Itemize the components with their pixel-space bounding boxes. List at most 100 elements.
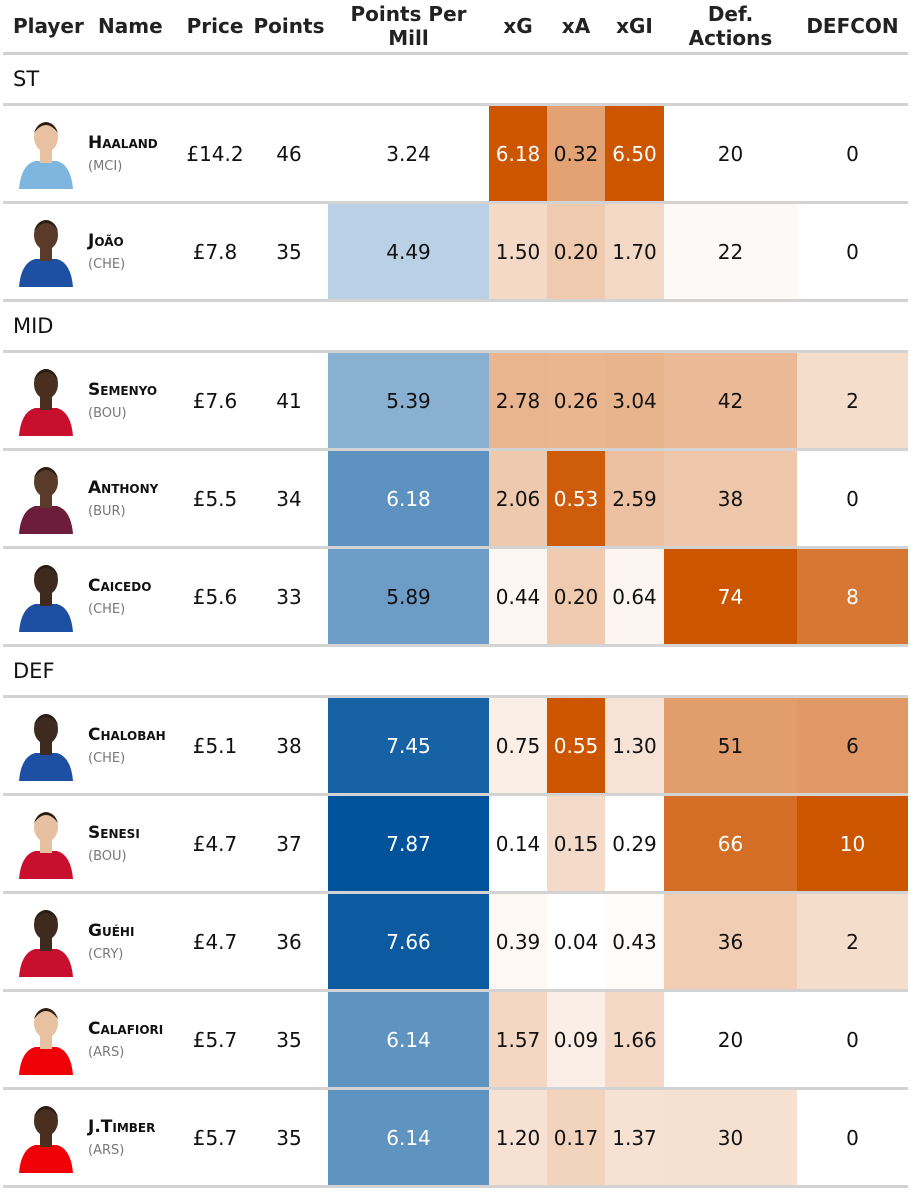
- player-photo: [3, 892, 88, 992]
- player-avatar: [18, 220, 73, 287]
- stat-cell: 6.18: [328, 449, 489, 549]
- stat-cell: 38: [250, 696, 328, 796]
- stat-cell: £5.7: [180, 1088, 250, 1188]
- stat-cell: 2.59: [605, 449, 664, 549]
- column-header: Points: [250, 0, 328, 55]
- player-name: Guéhi: [88, 921, 135, 941]
- stat-cell: 6.50: [605, 104, 664, 204]
- stat-cell: 0.43: [605, 892, 664, 992]
- stat-cell: 6.18: [489, 104, 547, 204]
- player-avatar: [18, 910, 73, 977]
- group-row: DEF: [3, 645, 908, 698]
- player-name-cell: Caicedo (CHE): [88, 547, 180, 647]
- column-header: xG: [489, 0, 547, 55]
- player-name-cell: João (CHE): [88, 202, 180, 302]
- stat-cell: 35: [250, 1088, 328, 1188]
- player-photo: [3, 104, 88, 204]
- stat-cell: 0: [797, 104, 908, 204]
- table-body: ST Haaland (MCI) £14.2 46 3.24 6.18 0.32 6.50 20 0…: [3, 53, 908, 1188]
- player-name-cell: Calafiori (ARS): [88, 990, 180, 1090]
- player-row: Haaland (MCI) £14.2 46 3.24 6.18 0.32 6.50 20 0: [3, 104, 908, 204]
- stat-cell: 1.70: [605, 202, 664, 302]
- player-row: Caicedo (CHE) £5.6 33 5.89 0.44 0.20 0.64 74 8: [3, 547, 908, 647]
- stat-cell: 0.14: [489, 794, 547, 894]
- stat-cell: 0.20: [547, 547, 605, 647]
- stat-cell: 0.55: [547, 696, 605, 796]
- player-name: Haaland: [88, 133, 158, 153]
- stat-cell: 38: [664, 449, 797, 549]
- stat-cell: 0.64: [605, 547, 664, 647]
- stat-cell: 0.20: [547, 202, 605, 302]
- stat-cell: 0.39: [489, 892, 547, 992]
- player-photo: [3, 202, 88, 302]
- stat-cell: 0.09: [547, 990, 605, 1090]
- stat-cell: 7.66: [328, 892, 489, 992]
- stat-cell: 0.32: [547, 104, 605, 204]
- player-avatar: [18, 1008, 73, 1075]
- stat-cell: 0.26: [547, 351, 605, 451]
- player-row: Guéhi (CRY) £4.7 36 7.66 0.39 0.04 0.43 36 2: [3, 892, 908, 992]
- player-photo: [3, 696, 88, 796]
- stat-cell: 1.20: [489, 1088, 547, 1188]
- player-team: (ARS): [88, 1143, 125, 1158]
- stat-cell: 0: [797, 990, 908, 1090]
- column-header: Player: [3, 0, 88, 55]
- column-header: Points Per Mill: [328, 0, 489, 55]
- stats-table: Player Name Price Points Points Per Mill xG xA…: [3, 0, 908, 1188]
- stat-cell: 20: [664, 104, 797, 204]
- group-label: MID: [3, 300, 908, 353]
- player-team: (CRY): [88, 947, 124, 962]
- player-team: (BUR): [88, 504, 126, 519]
- player-row: Semenyo (BOU) £7.6 41 5.39 2.78 0.26 3.04 42 2: [3, 351, 908, 451]
- player-team: (ARS): [88, 1045, 125, 1060]
- player-name-cell: J.Timber (ARS): [88, 1088, 180, 1188]
- stat-cell: £5.5: [180, 449, 250, 549]
- stat-cell: 0: [797, 1088, 908, 1188]
- stat-cell: £5.1: [180, 696, 250, 796]
- stat-cell: 2.78: [489, 351, 547, 451]
- stat-cell: 10: [797, 794, 908, 894]
- stat-cell: 51: [664, 696, 797, 796]
- group-label: DEF: [3, 645, 908, 698]
- stat-cell: 1.66: [605, 990, 664, 1090]
- stat-cell: £5.7: [180, 990, 250, 1090]
- stat-cell: 34: [250, 449, 328, 549]
- player-photo: [3, 547, 88, 647]
- player-name-cell: Senesi (BOU): [88, 794, 180, 894]
- stat-cell: 1.37: [605, 1088, 664, 1188]
- stat-cell: 33: [250, 547, 328, 647]
- group-row: ST: [3, 53, 908, 106]
- stat-cell: 30: [664, 1088, 797, 1188]
- stat-cell: 42: [664, 351, 797, 451]
- stat-cell: £4.7: [180, 794, 250, 894]
- group-row: MID: [3, 300, 908, 353]
- player-photo: [3, 351, 88, 451]
- stat-cell: 46: [250, 104, 328, 204]
- stat-cell: 0.44: [489, 547, 547, 647]
- column-header: xGI: [605, 0, 664, 55]
- stat-cell: 1.30: [605, 696, 664, 796]
- player-name: J.Timber: [88, 1117, 156, 1137]
- stat-cell: 36: [250, 892, 328, 992]
- stat-cell: 4.49: [328, 202, 489, 302]
- player-avatar: [18, 1106, 73, 1173]
- stat-cell: 2.06: [489, 449, 547, 549]
- player-avatar: [18, 369, 73, 436]
- header-row: Player Name Price Points Points Per Mill xG xA…: [3, 0, 908, 55]
- player-photo: [3, 794, 88, 894]
- player-row: João (CHE) £7.8 35 4.49 1.50 0.20 1.70 22 0: [3, 202, 908, 302]
- stat-cell: 0: [797, 449, 908, 549]
- player-row: Anthony (BUR) £5.5 34 6.18 2.06 0.53 2.59 38 0: [3, 449, 908, 549]
- stat-cell: 41: [250, 351, 328, 451]
- stat-cell: 20: [664, 990, 797, 1090]
- stat-cell: 0.04: [547, 892, 605, 992]
- stat-cell: 22: [664, 202, 797, 302]
- player-row: J.Timber (ARS) £5.7 35 6.14 1.20 0.17 1.37 30 0: [3, 1088, 908, 1188]
- stat-cell: 1.57: [489, 990, 547, 1090]
- stat-cell: 0.15: [547, 794, 605, 894]
- stat-cell: £7.8: [180, 202, 250, 302]
- player-name: Calafiori: [88, 1019, 164, 1039]
- player-team: (BOU): [88, 406, 127, 421]
- player-team: (CHE): [88, 602, 126, 617]
